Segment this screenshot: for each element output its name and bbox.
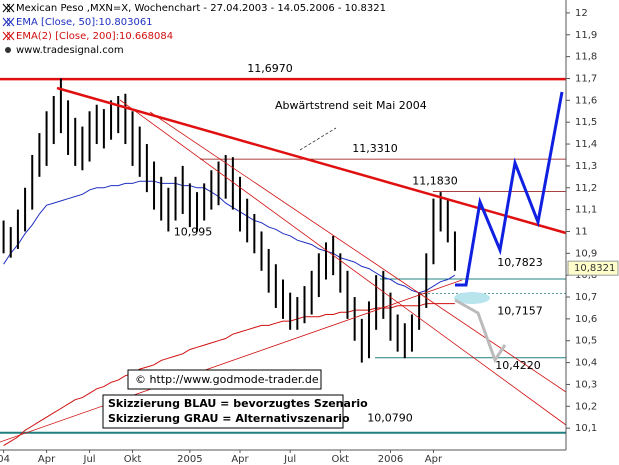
y-tick-label: 10,3	[575, 379, 597, 390]
legend-icon	[2, 17, 15, 27]
legend-label: EMA [Close, 50]:10.803061	[16, 17, 153, 28]
y-tick-label: 11,9	[575, 30, 597, 41]
y-tick-label: 11,3	[575, 161, 597, 172]
blue-scenario	[455, 91, 564, 287]
level-label: 10,4220	[495, 359, 541, 372]
legend-icon	[2, 3, 15, 13]
source-icon	[5, 47, 11, 53]
y-tick-label: 11,6	[575, 95, 597, 106]
y-tick-label: 10,7	[575, 292, 597, 303]
y-tick-label: 10,4	[575, 358, 597, 369]
plot	[0, 77, 566, 447]
copyright-box	[127, 369, 322, 390]
last-price-label: 10,8321	[574, 263, 615, 274]
x-tick-label: Okt	[332, 454, 350, 465]
y-tick-label: 10,5	[575, 336, 597, 347]
y-tick-label: 10,8	[575, 270, 597, 281]
fan-line	[119, 99, 567, 426]
y-tick-label: 11,5	[575, 117, 597, 128]
y-tick-label: 11,4	[575, 139, 597, 150]
legend-icon	[2, 31, 15, 41]
y-tick-label: 11,8	[575, 52, 597, 63]
x-tick-label: 2005	[177, 454, 202, 465]
y-tick-label: 10,9	[575, 248, 597, 259]
trend-line	[56, 86, 567, 235]
x-tick-label: Jul	[283, 454, 296, 465]
annotation: © http://www.godmode-trader.de	[135, 373, 319, 386]
level-label: 10,7157	[497, 305, 543, 318]
y-tick-label: 11,7	[575, 73, 597, 84]
y-tick-label: 12	[575, 8, 588, 19]
drawings	[0, 86, 567, 443]
level-label: 11,1830	[412, 174, 458, 187]
support-line	[0, 279, 463, 443]
y-tick-label: 11	[575, 226, 588, 237]
level-label: 11,6970	[247, 62, 293, 75]
fan-line	[149, 111, 567, 393]
y-tick-label: 10,1	[575, 423, 597, 434]
annotation: Skizzierung GRAU = Alternativszenario	[108, 412, 350, 425]
leader	[299, 127, 337, 151]
x-tick-label: Apr	[231, 454, 249, 465]
x-tick-label: Apr	[38, 454, 56, 465]
header: Mexican Peso ,MXN=X, Wochenchart - 27.04…	[2, 3, 386, 56]
x-tick-label: Apr	[425, 454, 443, 465]
x-tick-label: Jul	[83, 454, 96, 465]
target-zone	[454, 292, 490, 304]
level-label: 11,3310	[352, 142, 398, 155]
last-price-box	[567, 260, 619, 276]
annotation: Skizzierung BLAU = bevorzugtes Szenario	[108, 397, 368, 410]
scenario-box	[102, 394, 344, 429]
x-tick-label: 2006	[378, 454, 403, 465]
y-tick-label: 10,2	[575, 401, 597, 412]
ema-line	[3, 303, 455, 447]
y-tick-label: 11,2	[575, 183, 597, 194]
y-tick-label: 11,1	[575, 205, 597, 216]
source: www.tradesignal.com	[16, 45, 124, 56]
ema-line	[3, 180, 456, 294]
x-tick-label: 04	[0, 454, 10, 465]
level-label: 10,0790	[367, 412, 413, 425]
annotation: Abwärtstrend seit Mai 2004	[275, 99, 427, 112]
x-tick-label: Okt	[124, 454, 142, 465]
level-label: 10,7823	[497, 256, 543, 269]
level-label: 10,995	[174, 226, 213, 239]
chart-title: Mexican Peso ,MXN=X, Wochenchart - 27.04…	[16, 3, 386, 14]
legend-label: EMA(2) [Close, 200]:10.668084	[16, 31, 173, 42]
y-tick-label: 10,6	[575, 314, 597, 325]
gray-scenario	[454, 298, 507, 364]
